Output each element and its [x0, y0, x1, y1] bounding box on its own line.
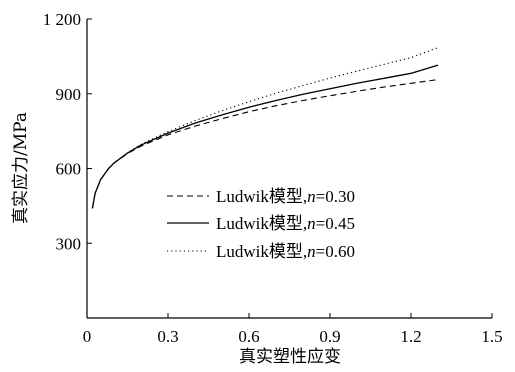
plot-frame	[86, 19, 492, 319]
y-axis-title: 真实应力/MPa	[11, 112, 31, 224]
y-tick-label: 600	[56, 160, 82, 179]
x-tick-label: 0.9	[319, 327, 340, 346]
x-ticks: 0 0.3 0.6 0.9 1.2 1.5	[83, 313, 503, 346]
y-ticks: 300 600 900 1 200	[43, 10, 92, 253]
y-tick-label: 900	[56, 85, 82, 104]
y-tick-label: 300	[56, 234, 82, 253]
legend-label-1: Ludwik模型,n=0.30	[216, 187, 355, 206]
x-tick-label: 0.3	[157, 327, 178, 346]
x-tick-label: 1.2	[400, 327, 421, 346]
x-tick-label: 1.5	[481, 327, 502, 346]
x-axis-title: 真实塑性应变	[239, 347, 341, 367]
series-line-2	[91, 64, 439, 209]
x-tick-label: 0	[83, 327, 92, 346]
series-line-3	[91, 47, 439, 209]
series-lines	[91, 47, 439, 209]
y-tick-label: 1 200	[43, 10, 81, 29]
x-tick-label: 0.6	[238, 327, 259, 346]
legend-label-2: Ludwik模型,n=0.45	[216, 214, 355, 233]
legend-label-3: Ludwik模型,n=0.60	[216, 242, 355, 261]
legend: Ludwik模型,n=0.30 Ludwik模型,n=0.45 Ludwik模型,n…	[167, 187, 355, 261]
